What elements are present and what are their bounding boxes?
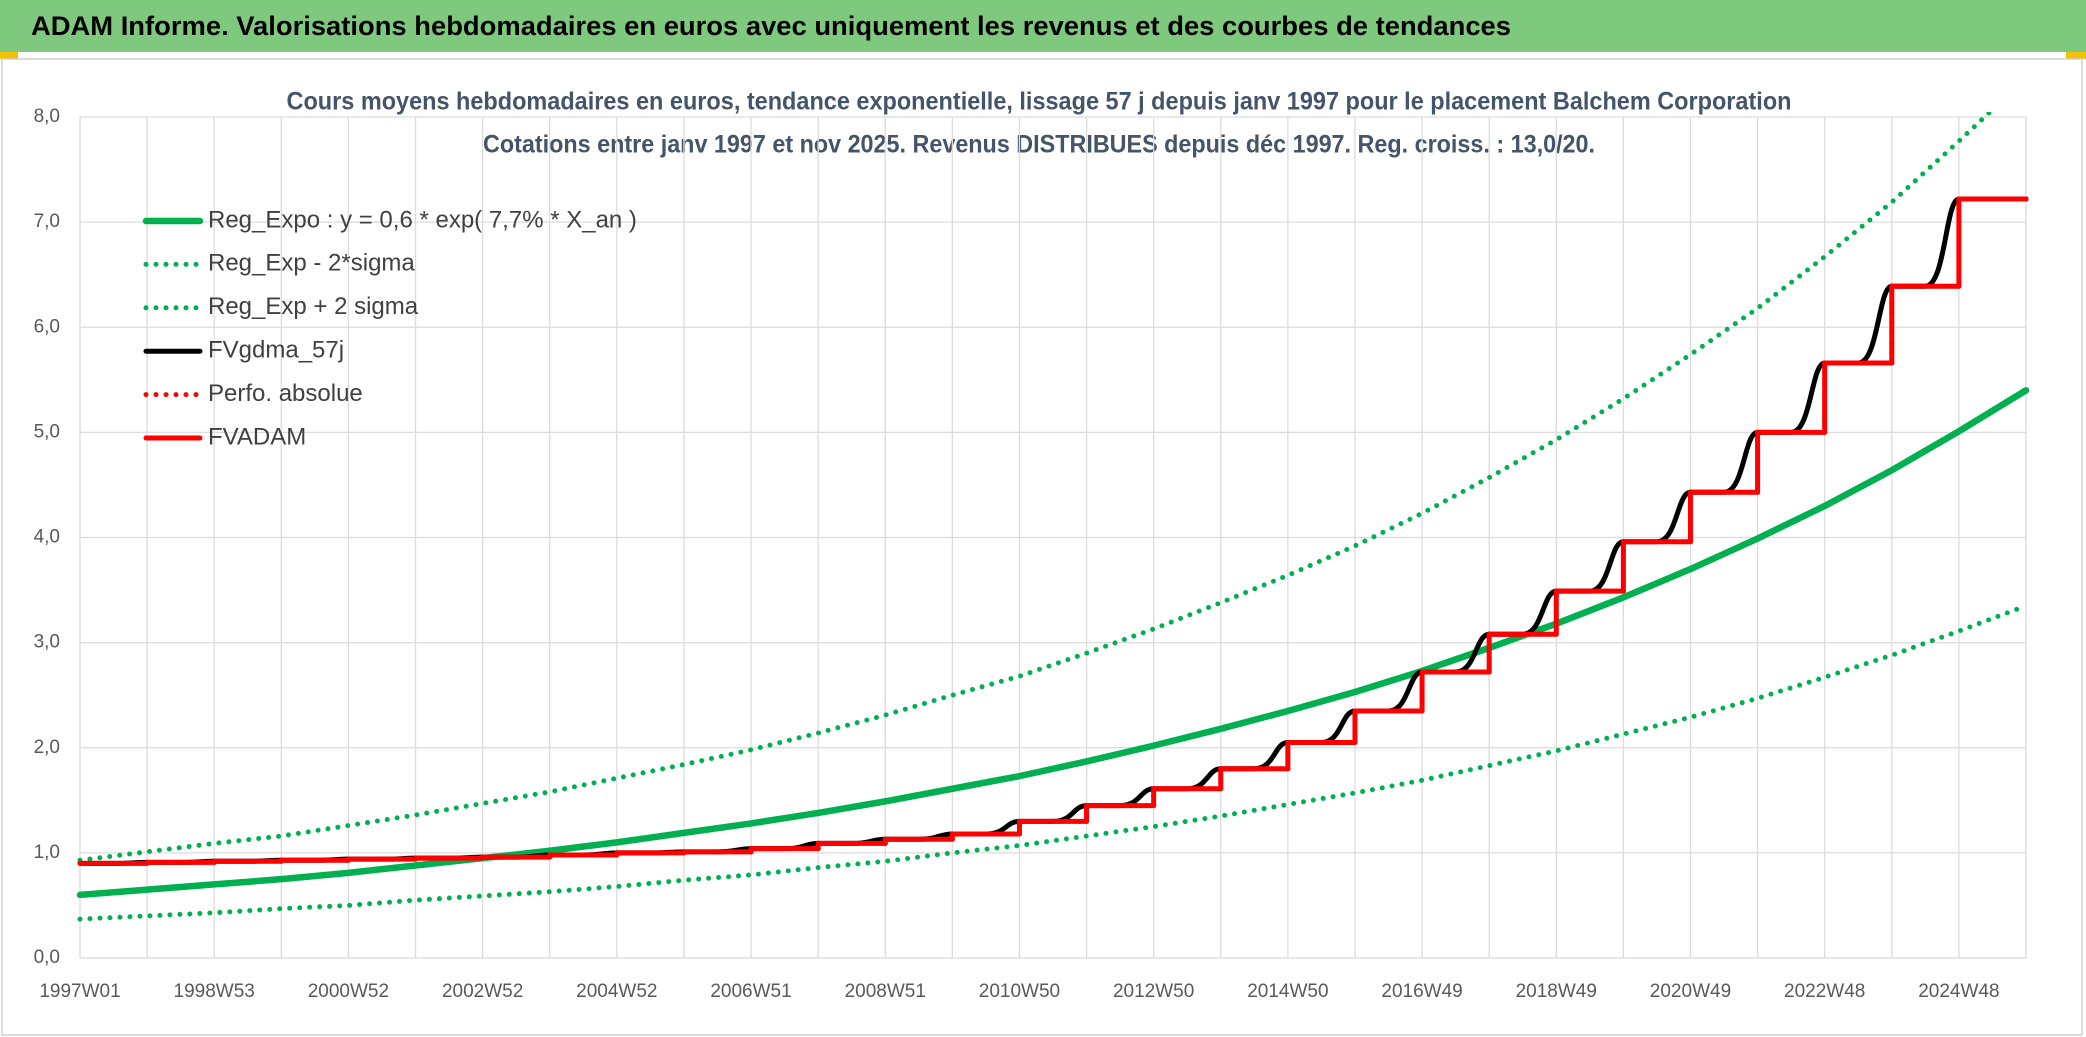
y-tick-label: 5,0: [34, 421, 60, 442]
trend-line: [76, 387, 2030, 899]
x-tick-label: 2022W48: [1784, 981, 1865, 1002]
legend-label: Reg_Exp + 2 sigma: [208, 293, 419, 320]
chart-subtitle: Cotations entre janv 1997 et nov 2025. R…: [483, 131, 1595, 159]
x-tick-label: 2016W49: [1381, 981, 1462, 1002]
corner-mark: [0, 52, 18, 59]
x-tick-label: 2012W50: [1113, 981, 1194, 1002]
legend: Reg_Expo : y = 0,6 * exp( 7,7% * X_an ) R…: [142, 206, 637, 450]
chart-frame: [1, 58, 2083, 1036]
x-tick-label: 2010W50: [979, 981, 1060, 1002]
y-tick-label: 0,0: [34, 947, 60, 968]
x-tick-label: 1997W01: [39, 981, 120, 1002]
x-tick-label: 2002W52: [442, 981, 523, 1002]
y-tick-label: 6,0: [34, 316, 60, 337]
y-tick-label: 8,0: [34, 106, 60, 127]
y-tick-label: 1,0: [34, 842, 60, 863]
x-tick-label: 2006W51: [710, 981, 791, 1002]
y-tick-label: 7,0: [34, 211, 60, 232]
legend-label: FVgdma_57j: [208, 337, 344, 364]
legend-label: Reg_Exp - 2*sigma: [208, 250, 415, 277]
x-tick-label: 1998W53: [174, 981, 255, 1002]
grid: 0,0 1,0 2,0 3,0 4,0 5,0 6,0 7,0 8,0 1997W01 1998W5…: [34, 106, 2027, 1002]
y-tick-label: 3,0: [34, 632, 60, 653]
trend-line: [77, 603, 2029, 922]
x-tick-label: 2008W51: [845, 981, 926, 1002]
corner-mark: [2066, 52, 2086, 59]
x-tick-label: 2000W52: [308, 981, 389, 1002]
plot: [76, 112, 2030, 922]
x-tick-label: 2018W49: [1516, 981, 1597, 1002]
legend-label: Reg_Expo : y = 0,6 * exp( 7,7% * X_an ): [208, 206, 637, 233]
x-tick-label: 2014W50: [1247, 981, 1328, 1002]
legend-label: Perfo. absolue: [208, 380, 363, 407]
y-tick-label: 2,0: [34, 737, 60, 758]
x-tick-label: 2004W52: [576, 981, 657, 1002]
legend-label: FVADAM: [208, 423, 306, 450]
x-tick-label: 2024W48: [1918, 981, 1999, 1002]
y-tick-label: 4,0: [34, 527, 60, 548]
chart-title: Cours moyens hebdomadaires en euros, ten…: [287, 88, 1792, 116]
header-title: ADAM Informe. Valorisations hebdomadaire…: [31, 11, 1511, 41]
header-bar: [0, 0, 2086, 52]
trend-line: [77, 112, 1994, 863]
x-tick-label: 2020W49: [1650, 981, 1731, 1002]
